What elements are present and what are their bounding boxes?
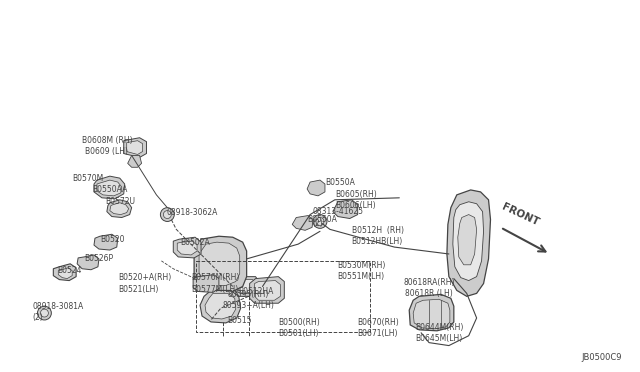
Text: B0550A: B0550A bbox=[325, 177, 355, 187]
Polygon shape bbox=[458, 215, 477, 265]
Polygon shape bbox=[200, 291, 241, 323]
Polygon shape bbox=[413, 299, 450, 329]
Polygon shape bbox=[199, 242, 240, 285]
Polygon shape bbox=[58, 268, 72, 279]
Text: B0515: B0515 bbox=[227, 317, 252, 326]
Polygon shape bbox=[409, 294, 454, 331]
Polygon shape bbox=[205, 294, 236, 319]
Polygon shape bbox=[250, 277, 284, 303]
Polygon shape bbox=[333, 200, 358, 218]
Text: B0576M(RH)
B0577M(LH): B0576M(RH) B0577M(LH) bbox=[191, 273, 239, 294]
Text: 08918-3081A
(2): 08918-3081A (2) bbox=[33, 302, 84, 322]
Text: B0502A: B0502A bbox=[180, 238, 210, 247]
Text: B0526P: B0526P bbox=[84, 254, 113, 263]
Polygon shape bbox=[107, 200, 132, 218]
Polygon shape bbox=[173, 237, 201, 258]
Polygon shape bbox=[128, 155, 141, 167]
Text: B0524: B0524 bbox=[58, 266, 82, 275]
Polygon shape bbox=[53, 264, 76, 280]
Text: B0550A: B0550A bbox=[307, 215, 337, 224]
Circle shape bbox=[40, 309, 49, 317]
Polygon shape bbox=[447, 190, 490, 296]
Circle shape bbox=[161, 208, 174, 221]
Polygon shape bbox=[194, 236, 246, 292]
Text: 08313-41625
(2): 08313-41625 (2) bbox=[312, 208, 363, 228]
Polygon shape bbox=[453, 202, 484, 280]
Polygon shape bbox=[193, 275, 219, 292]
Circle shape bbox=[38, 306, 51, 320]
Polygon shape bbox=[177, 241, 197, 255]
Text: 08918-3062A: 08918-3062A bbox=[166, 208, 218, 217]
Text: B0512HA: B0512HA bbox=[239, 287, 274, 296]
Circle shape bbox=[316, 218, 324, 225]
Text: B0530M(RH)
B0551M(LH): B0530M(RH) B0551M(LH) bbox=[337, 261, 385, 281]
Polygon shape bbox=[94, 234, 118, 250]
Polygon shape bbox=[124, 138, 147, 157]
Text: B0520: B0520 bbox=[100, 235, 124, 244]
Polygon shape bbox=[233, 277, 262, 296]
Text: B0670(RH)
B0671(LH): B0670(RH) B0671(LH) bbox=[358, 318, 399, 338]
Text: B0605(RH)
B0606(LH): B0605(RH) B0606(LH) bbox=[335, 190, 376, 210]
Polygon shape bbox=[255, 280, 280, 300]
Polygon shape bbox=[127, 141, 143, 154]
Polygon shape bbox=[77, 255, 99, 270]
Text: B0500(RH)
B0501(LH): B0500(RH) B0501(LH) bbox=[278, 318, 320, 338]
Bar bbox=[196, 261, 369, 332]
Text: B0570M: B0570M bbox=[72, 174, 104, 183]
Text: B0550AA: B0550AA bbox=[92, 185, 127, 195]
Text: B0512H  (RH)
B0512HB(LH): B0512H (RH) B0512HB(LH) bbox=[352, 226, 404, 246]
Text: B0608M (RH)
B0609 (LH): B0608M (RH) B0609 (LH) bbox=[81, 135, 132, 155]
Text: 80595(RH)
80593+A(LH): 80595(RH) 80593+A(LH) bbox=[223, 290, 275, 310]
Text: B0520+A(RH)
B0521(LH): B0520+A(RH) B0521(LH) bbox=[118, 273, 171, 294]
Polygon shape bbox=[307, 180, 325, 196]
Polygon shape bbox=[292, 215, 313, 230]
Polygon shape bbox=[110, 203, 129, 215]
Text: B0572U: B0572U bbox=[105, 197, 135, 206]
Polygon shape bbox=[237, 280, 259, 294]
Circle shape bbox=[313, 215, 327, 228]
Text: FRONT: FRONT bbox=[500, 202, 541, 227]
Text: JB0500C9: JB0500C9 bbox=[582, 353, 622, 362]
Polygon shape bbox=[94, 176, 125, 199]
Circle shape bbox=[163, 211, 172, 218]
Text: B0644M(RH)
B0645M(LH): B0644M(RH) B0645M(LH) bbox=[415, 323, 463, 343]
Text: 80618RA(RH)
80618R (LH): 80618RA(RH) 80618R (LH) bbox=[403, 278, 455, 298]
Polygon shape bbox=[97, 180, 122, 196]
